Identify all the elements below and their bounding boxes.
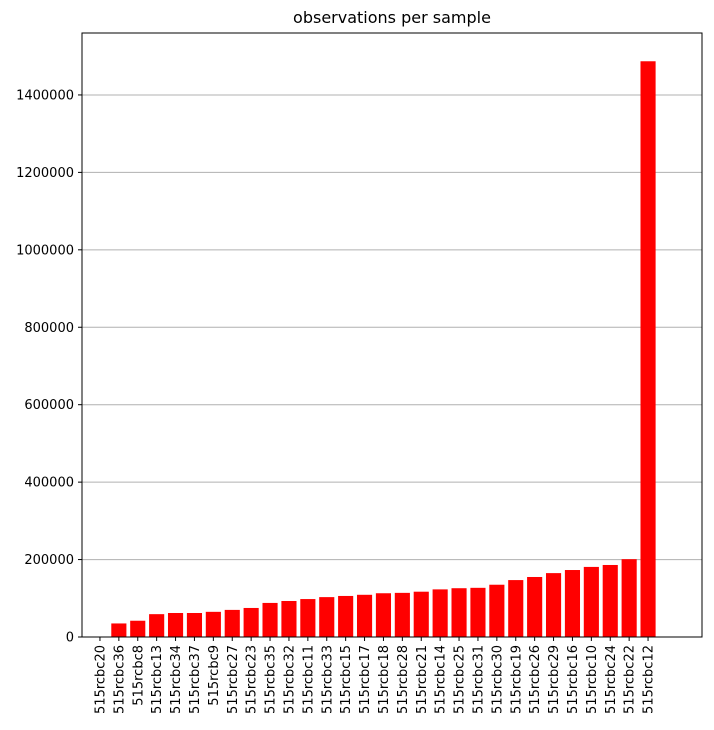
- bar-515rcbc35: [262, 602, 278, 637]
- plot-frame: [81, 32, 703, 638]
- y-tick-label: 800000: [24, 321, 74, 336]
- grid-lines: [82, 94, 702, 561]
- x-tick-label: 515rcbc32: [282, 645, 297, 714]
- x-tick-label: 515rcbc27: [226, 645, 241, 714]
- bar-515rcbc29: [545, 573, 562, 637]
- bar-515rcbc28: [394, 592, 410, 637]
- y-tick-label: 400000: [24, 476, 74, 491]
- y-tick-label: 0: [66, 631, 74, 646]
- bar-515rcbc23: [243, 607, 259, 637]
- bar-515rcbc18: [375, 593, 392, 637]
- bar-515rcbc11: [300, 599, 316, 637]
- x-tick-label: 515rcbc35: [264, 645, 279, 714]
- bar-515rcbc34: [167, 612, 184, 637]
- bar-515rcbc13: [149, 614, 165, 637]
- x-tick-label: 515rcbc31: [471, 645, 486, 714]
- bar-515rcbc33: [319, 597, 335, 637]
- bar-515rcbc31: [470, 587, 486, 637]
- bar-515rcbc15: [338, 595, 354, 637]
- x-tick-label: 515rcbc34: [169, 645, 184, 714]
- x-tick-label: 515rcbc36: [112, 645, 127, 714]
- bar-515rcbc19: [508, 580, 524, 637]
- x-tick-label: 515rcbc29: [547, 645, 562, 714]
- x-tick-label: 515rcbc16: [566, 645, 581, 714]
- x-tick-label: 515rcbc18: [377, 645, 392, 714]
- x-tick-label: 515rcbc9: [207, 645, 222, 706]
- chart-title: observations per sample: [293, 8, 491, 27]
- bar-515rcbc17: [356, 594, 373, 637]
- x-tick-label: 515rcbc20: [93, 645, 108, 714]
- x-tick-label: 515rcbc24: [604, 645, 619, 714]
- x-tick-label: 515rcbc13: [150, 645, 165, 714]
- y-tick-label: 1200000: [16, 166, 74, 181]
- bar-515rcbc21: [413, 591, 429, 637]
- x-tick-label: 515rcbc12: [642, 645, 657, 714]
- bar-515rcbc32: [281, 600, 297, 637]
- y-tick-label: 1000000: [16, 243, 74, 258]
- x-tick-label: 515rcbc17: [358, 645, 373, 714]
- bar-515rcbc10: [583, 566, 599, 637]
- bar-515rcbc22: [621, 559, 637, 637]
- bar-515rcbc9: [205, 611, 221, 637]
- x-axis: 515rcbc20 515rcbc36 515rcbc8 515rcbc13 515rc…: [93, 637, 657, 714]
- bars: [111, 61, 656, 638]
- bar-515rcbc27: [224, 609, 240, 637]
- y-tick-label: 200000: [24, 553, 74, 568]
- x-tick-label: 515rcbc19: [509, 645, 524, 714]
- bar-515rcbc24: [602, 564, 618, 637]
- bar-515rcbc12: [640, 61, 656, 638]
- x-tick-label: 515rcbc25: [453, 645, 468, 714]
- y-axis: 0 200000 400000 600000 800000 1000000 1200000 1…: [16, 88, 82, 646]
- bar-515rcbc25: [451, 588, 467, 637]
- x-tick-label: 515rcbc28: [396, 645, 411, 714]
- bar-515rcbc36: [111, 623, 127, 637]
- x-tick-label: 515rcbc22: [623, 645, 638, 714]
- x-tick-label: 515rcbc10: [585, 645, 600, 714]
- bar-515rcbc16: [564, 570, 581, 637]
- x-tick-label: 515rcbc37: [188, 645, 203, 714]
- x-tick-label: 515rcbc14: [434, 645, 449, 714]
- bar-515rcbc30: [489, 584, 505, 637]
- x-tick-label: 515rcbc33: [320, 645, 335, 714]
- x-tick-label: 515rcbc30: [490, 645, 505, 714]
- x-tick-label: 515rcbc8: [131, 645, 146, 706]
- bar-515rcbc14: [432, 589, 448, 637]
- y-tick-label: 1400000: [16, 88, 74, 103]
- x-tick-label: 515rcbc21: [415, 645, 430, 714]
- bar-515rcbc26: [527, 576, 543, 637]
- x-tick-label: 515rcbc15: [339, 645, 354, 714]
- x-tick-label: 515rcbc26: [528, 645, 543, 714]
- bar-515rcbc8: [130, 620, 146, 637]
- y-tick-label: 600000: [24, 398, 74, 413]
- bar-515rcbc37: [186, 612, 203, 637]
- x-tick-label: 515rcbc23: [245, 645, 260, 714]
- x-tick-label: 515rcbc11: [301, 645, 316, 714]
